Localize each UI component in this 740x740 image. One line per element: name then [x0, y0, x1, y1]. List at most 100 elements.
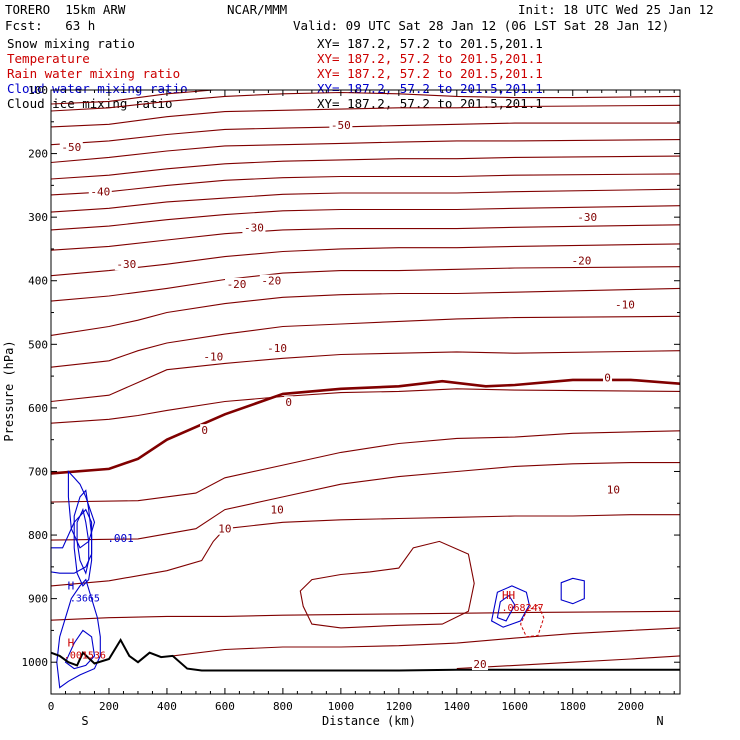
isotherm-line	[50, 139, 681, 164]
y-tick-label: 500	[28, 338, 48, 351]
right-endpoint-label: N	[656, 714, 663, 728]
isotherm-label-bg	[269, 503, 286, 516]
legend-cloud-water-label: Cloud water mixing ratio	[7, 81, 188, 96]
isotherm-label-bg	[575, 211, 599, 224]
isotherm-label-bg	[284, 396, 294, 409]
isotherm-line	[50, 430, 681, 503]
isotherm-label-bg	[242, 221, 266, 234]
temperature-isotherms	[50, 89, 681, 670]
x-tick-label: 800	[273, 700, 293, 713]
isotherm-label-bg	[603, 371, 613, 384]
y-tick-label: 900	[28, 593, 48, 606]
rain-contours	[520, 604, 545, 638]
isotherm-line	[50, 378, 681, 475]
maximum-value: .3665	[70, 593, 100, 604]
x-tick-label: 400	[157, 700, 177, 713]
isotherm-label-bg	[114, 258, 138, 271]
isotherm-label-bg	[471, 658, 488, 671]
isotherm-line	[172, 627, 681, 657]
cloud-water-contour	[50, 508, 93, 574]
cloud-water-contours	[50, 470, 585, 689]
isotherm-label: -50	[331, 119, 351, 132]
terrain-line	[50, 638, 680, 672]
isotherm-line	[50, 155, 681, 180]
x-tick-label: 1800	[560, 700, 587, 713]
cloud-water-contour	[73, 489, 93, 587]
isotherm-line	[50, 173, 681, 196]
legend-cloud-ice-label: Cloud ice mixing ratio	[7, 96, 173, 111]
y-tick-label: 1000	[22, 656, 49, 669]
y-tick-label: 300	[28, 211, 48, 224]
plot-frame	[50, 89, 681, 695]
contour-value-label: .001	[107, 532, 134, 545]
x-tick-label: 1600	[502, 700, 529, 713]
axes: 0 200 400 600 800 1000 1200 1400 1600 1800 2000100…	[22, 84, 680, 713]
y-tick-label: 400	[28, 275, 48, 288]
isotherm-line	[50, 514, 680, 587]
maximum-marker: HH	[502, 589, 515, 602]
isotherm-line	[456, 655, 681, 670]
isotherm-line	[50, 350, 681, 403]
cloud-water-contour	[64, 629, 96, 670]
x-axis-title: Distance (km)	[322, 714, 416, 728]
x-tick-label: 1400	[444, 700, 471, 713]
legend-cloud-water-xy: XY= 187.2, 57.2 to 201.5,201.1	[317, 81, 543, 96]
x-tick-label: 200	[99, 700, 119, 713]
rain-contour	[520, 604, 545, 638]
isotherm-label-bg	[613, 298, 637, 311]
x-tick-label: 1200	[386, 700, 413, 713]
isotherm-label: 20	[473, 658, 486, 671]
maximum-marker: H	[68, 637, 75, 650]
isotherm-line	[50, 205, 681, 231]
model-title: TORERO 15km ARW	[5, 2, 126, 17]
cloud-water-contour	[496, 594, 516, 622]
y-tick-label: 700	[28, 465, 48, 478]
isotherm-label-bg	[329, 118, 353, 131]
legend-temperature-xy: XY= 187.2, 57.2 to 201.5,201.1	[317, 51, 543, 66]
isotherm-labels: -50 -50 -40 -30 -30 -30 -20 -20 -20 -10 -10 -10 0 0 0 1…	[59, 118, 637, 671]
isotherm-label-bg	[200, 424, 210, 437]
isotherm-label: -20	[572, 254, 592, 267]
isotherm-line	[50, 287, 681, 336]
isotherm-label: 10	[270, 504, 283, 517]
isotherm-label: -20	[261, 275, 281, 288]
isotherm-label: -40	[90, 186, 110, 199]
cloud-water-contour	[56, 578, 101, 689]
forecast-hour: Fcst: 63 h	[5, 18, 96, 33]
left-endpoint-label: S	[81, 714, 88, 728]
isotherm-line	[50, 462, 680, 541]
isotherm-label-bg	[259, 274, 283, 287]
isotherm-label: 0	[604, 371, 611, 384]
isotherm-label-bg	[201, 350, 225, 363]
isotherm-line	[50, 315, 681, 368]
valid-time: Valid: 09 UTC Sat 28 Jan 12 (06 LST Sat …	[293, 18, 670, 33]
legend-temperature-label: Temperature	[7, 51, 90, 66]
isotherm-label: -30	[577, 211, 597, 224]
y-tick-label: 600	[28, 402, 48, 415]
isotherm-label: -10	[615, 298, 635, 311]
isotherm-label: 0	[201, 424, 208, 437]
x-tick-label: 2000	[617, 700, 644, 713]
isotherm-label-bg	[265, 342, 289, 355]
isotherm-label-bg	[216, 522, 233, 535]
isotherm-label: -30	[116, 258, 136, 271]
isotherm-label: -50	[61, 141, 81, 154]
isotherm-label-bg	[569, 254, 593, 267]
x-tick-label: 600	[215, 700, 235, 713]
isotherm-label-bg	[225, 277, 249, 290]
maximum-value: .001536	[64, 651, 106, 662]
isotherm-line	[50, 122, 680, 146]
closed-isotherm	[299, 540, 475, 629]
init-time: Init: 18 UTC Wed 25 Jan 12	[518, 2, 714, 17]
closed-isotherms	[299, 540, 475, 629]
isotherm-label-bg	[59, 141, 83, 154]
x-tick-label: 1000	[328, 700, 355, 713]
isotherm-label: 10	[218, 523, 231, 536]
cloud-water-contour	[67, 470, 96, 549]
isotherm-line	[50, 243, 681, 277]
isotherm-line	[50, 224, 681, 251]
x-tick-label: 0	[48, 700, 55, 713]
cloud-water-contour	[560, 577, 585, 605]
isotherm-label-bg	[605, 483, 622, 496]
isotherm-label-bg	[88, 185, 112, 198]
